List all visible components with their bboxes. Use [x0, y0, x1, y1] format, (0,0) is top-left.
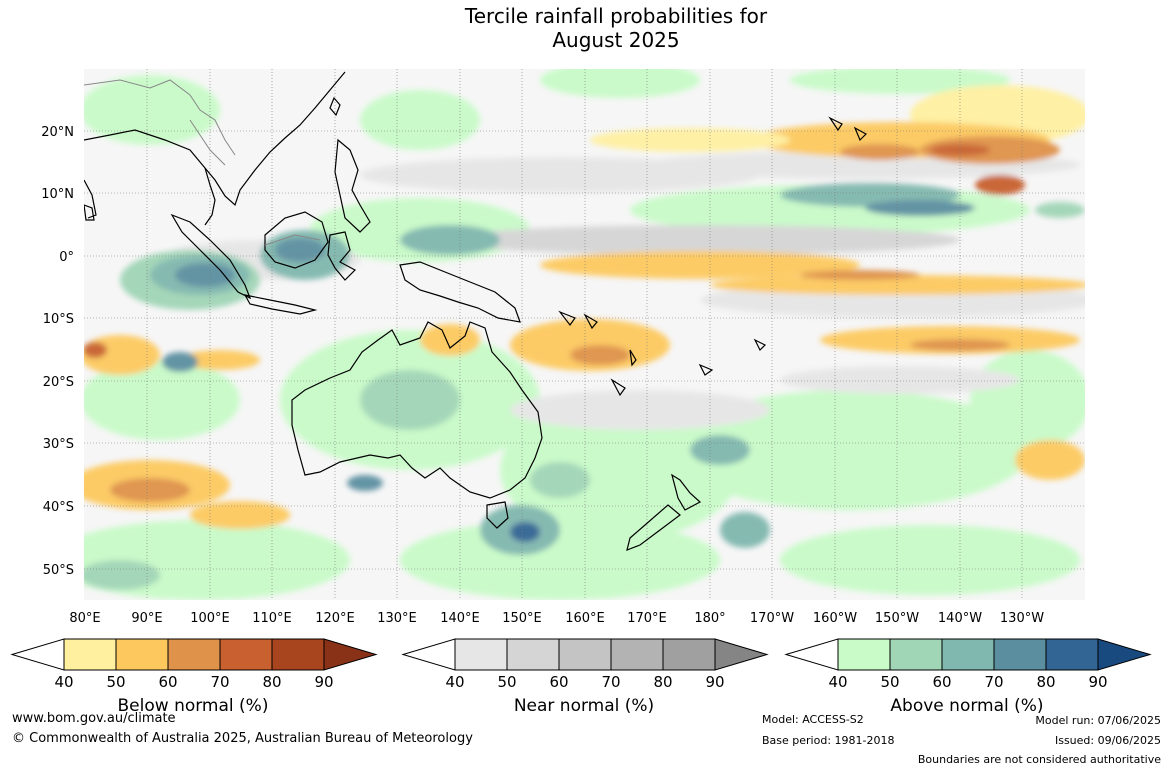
website-link[interactable]: www.bom.gov.au/climate: [12, 711, 176, 726]
above-normal-tick-70: 70: [984, 673, 1003, 691]
model-run-text: Model run: 07/06/2025: [1035, 714, 1161, 727]
country-borders: [84, 79, 321, 246]
below-normal-tick-60: 60: [158, 673, 177, 691]
title-line-1: Tercile rainfall probabilities for: [464, 4, 768, 28]
below-normal-tick-50: 50: [106, 673, 125, 691]
lon-label-100e: 100°E: [190, 611, 230, 626]
above-normal-tick-80: 80: [1036, 673, 1055, 691]
near-normal-swatch-2: [558, 638, 612, 671]
map-field: [84, 69, 1085, 600]
latitude-labels: 20°N 10°N 0° 10°S 20°S 30°S 40°S 50°S: [41, 125, 74, 578]
above-normal-extend-low: [784, 638, 839, 671]
issued-text: Issued: 09/06/2025: [1054, 734, 1161, 747]
above-normal-swatch-1: [889, 638, 943, 671]
near-normal-tick-70: 70: [601, 673, 620, 691]
above-normal-swatch-0: [837, 638, 891, 671]
below-normal-swatch-0: [63, 638, 117, 671]
lon-label-110e: 110°E: [252, 611, 292, 626]
near-normal-swatch-4: [662, 638, 716, 671]
below-normal-tick-90: 90: [314, 673, 333, 691]
lat-label-20n: 20°N: [41, 125, 74, 140]
longitude-labels: 80°E 90°E 100°E 110°E 120°E 130°E 140°E …: [69, 611, 1044, 626]
lat-label-0: 0°: [59, 250, 74, 265]
lat-label-40s: 40°S: [43, 500, 74, 515]
lat-label-30s: 30°S: [43, 437, 74, 452]
lon-label-160w: 160°W: [813, 611, 857, 626]
base-period-text: Base period: 1981-2018: [762, 734, 895, 747]
near-normal-swatch-1: [506, 638, 560, 671]
lon-label-140w: 140°W: [938, 611, 982, 626]
near-normal-tick-50: 50: [497, 673, 516, 691]
above-normal-extend-high: [1097, 638, 1152, 671]
below-normal-tick-70: 70: [210, 673, 229, 691]
map-title: Tercile rainfall probabilities for Augus…: [386, 4, 846, 52]
below-normal-extend-low: [10, 638, 65, 671]
below-normal-swatch-4: [271, 638, 325, 671]
lat-label-20s: 20°S: [43, 375, 74, 390]
near-normal-swatch-0: [454, 638, 508, 671]
lon-label-130e: 130°E: [377, 611, 417, 626]
colorbar-near-normal: 40 50 60 70 80 90: [401, 638, 769, 691]
near-normal-extend-low: [401, 638, 456, 671]
above-normal-tick-40: 40: [828, 673, 847, 691]
colorbar-title-above-normal: Above normal (%): [890, 696, 1044, 716]
above-normal-tick-60: 60: [932, 673, 951, 691]
lat-label-10s: 10°S: [43, 312, 74, 327]
lon-label-80e: 80°E: [69, 611, 100, 626]
lat-label-10n: 10°N: [41, 187, 74, 202]
lon-label-120e: 120°E: [315, 611, 355, 626]
lon-label-150w: 150°W: [875, 611, 919, 626]
colorbar-title-below-normal: Below normal (%): [117, 696, 269, 716]
below-normal-extend-high: [323, 638, 378, 671]
above-normal-swatch-3: [993, 638, 1047, 671]
above-normal-tick-90: 90: [1088, 673, 1107, 691]
below-normal-swatch-1: [115, 638, 169, 671]
below-normal-tick-80: 80: [262, 673, 281, 691]
below-normal-swatch-3: [219, 638, 273, 671]
lon-label-170w: 170°W: [750, 611, 794, 626]
above-normal-tick-50: 50: [880, 673, 899, 691]
near-normal-tick-80: 80: [653, 673, 672, 691]
colorbar-above-normal: 40 50 60 70 80 90: [784, 638, 1152, 691]
below-normal-swatch-2: [167, 638, 221, 671]
lon-label-170e: 170°E: [627, 611, 667, 626]
model-text: Model: ACCESS-S2: [762, 713, 864, 726]
lon-label-160e: 160°E: [565, 611, 605, 626]
lat-label-50s: 50°S: [43, 563, 74, 578]
coastlines: [84, 71, 867, 551]
lon-label-180: 180°: [694, 611, 725, 626]
colorbar-below-normal: 40 50 60 70 80 90: [10, 638, 378, 691]
near-normal-extend-high: [714, 638, 769, 671]
lon-label-150e: 150°E: [502, 611, 542, 626]
graticule: [84, 69, 1085, 600]
near-normal-tick-40: 40: [445, 673, 464, 691]
near-normal-swatch-3: [610, 638, 664, 671]
lon-label-140e: 140°E: [440, 611, 480, 626]
lon-label-130w: 130°W: [1000, 611, 1044, 626]
colorbar-title-near-normal: Near normal (%): [513, 696, 655, 716]
above-normal-swatch-4: [1045, 638, 1099, 671]
near-normal-tick-60: 60: [549, 673, 568, 691]
near-normal-tick-90: 90: [705, 673, 724, 691]
disclaimer-text: Boundaries are not considered authoritat…: [917, 753, 1161, 766]
below-normal-tick-40: 40: [54, 673, 73, 691]
title-line-2: August 2025: [552, 28, 680, 52]
lon-label-90e: 90°E: [131, 611, 162, 626]
above-normal-swatch-2: [941, 638, 995, 671]
copyright-text: © Commonwealth of Australia 2025, Austra…: [12, 731, 473, 746]
